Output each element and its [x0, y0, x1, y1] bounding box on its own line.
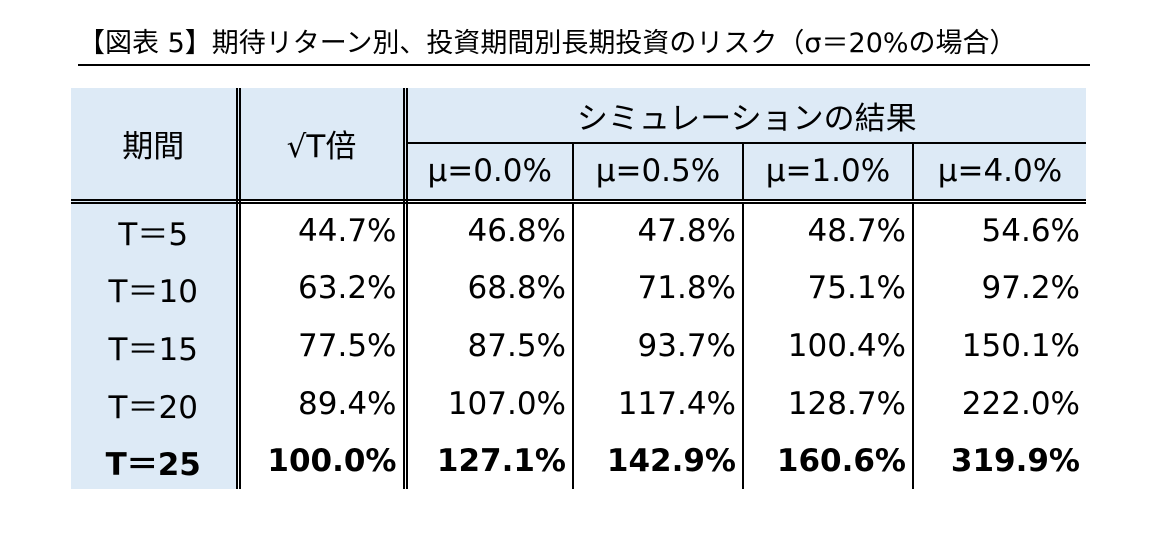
data-row: T＝5 44.7% 46.8% 47.8% 48.7% 54.6% — [71, 201, 1086, 259]
value-cell: 150.1% — [912, 317, 1086, 375]
value-cell: 93.7% — [572, 317, 743, 375]
data-row: T＝20 89.4% 107.0% 117.4% 128.7% 222.0% — [71, 375, 1086, 433]
header-cell: μ=0.5% — [572, 143, 743, 204]
data-row: T＝10 63.2% 68.8% 71.8% 75.1% 97.2% — [71, 259, 1086, 317]
value-cell: 107.0% — [404, 375, 573, 433]
value-cell: 54.6% — [912, 201, 1086, 259]
value-cell: 100.4% — [742, 317, 913, 375]
value-cell: 100.0% — [238, 433, 408, 489]
value-cell: 77.5% — [238, 317, 408, 375]
value-cell: 89.4% — [238, 375, 408, 433]
value-cell: 46.8% — [404, 201, 573, 259]
value-cell: 87.5% — [404, 317, 573, 375]
value-cell: 319.9% — [912, 433, 1086, 489]
title: 【図表 5】期待リターン別、投資期間別長期投資のリスク（σ＝20%の場合） — [78, 26, 1090, 66]
value-cell: 160.6% — [742, 433, 913, 489]
header-cell: 期間 — [71, 88, 241, 204]
value-cell: 63.2% — [238, 259, 408, 317]
header-row: μ=0.0% μ=0.5% μ=1.0% μ=4.0% — [71, 143, 1086, 204]
value-cell: 68.8% — [404, 259, 573, 317]
header-row: 期間 √T倍 シミュレーションの結果 — [71, 88, 1086, 204]
row-label: T＝5 — [71, 201, 241, 259]
header-cell: μ=4.0% — [912, 143, 1086, 204]
data-row: T＝25 100.0% 127.1% 142.9% 160.6% 319.9% — [71, 433, 1086, 489]
row-label: T＝15 — [71, 317, 241, 375]
row-label: T＝10 — [71, 259, 241, 317]
header-cell: μ=0.0% — [404, 143, 573, 204]
value-cell: 142.9% — [572, 433, 743, 489]
header-cell: μ=1.0% — [742, 143, 913, 204]
value-cell: 48.7% — [742, 201, 913, 259]
value-cell: 75.1% — [742, 259, 913, 317]
header-cell: √T倍 — [238, 88, 408, 204]
risk-table: 期間 √T倍 シミュレーションの結果 μ=0.0% μ=0.5% μ=1.0% μ=4… — [71, 88, 1086, 489]
value-cell: 117.4% — [572, 375, 743, 433]
row-label: T＝20 — [71, 375, 241, 433]
value-cell: 128.7% — [742, 375, 913, 433]
data-row: T＝15 77.5% 87.5% 93.7% 100.4% 150.1% — [71, 317, 1086, 375]
header-cell: シミュレーションの結果 — [404, 88, 1086, 144]
value-cell: 47.8% — [572, 201, 743, 259]
value-cell: 71.8% — [572, 259, 743, 317]
row-label: T＝25 — [71, 433, 241, 489]
table-body: 期間 √T倍 シミュレーションの結果 μ=0.0% μ=0.5% μ=1.0% μ=4… — [71, 88, 1086, 489]
value-cell: 44.7% — [238, 201, 408, 259]
value-cell: 222.0% — [912, 375, 1086, 433]
value-cell: 97.2% — [912, 259, 1086, 317]
value-cell: 127.1% — [404, 433, 573, 489]
